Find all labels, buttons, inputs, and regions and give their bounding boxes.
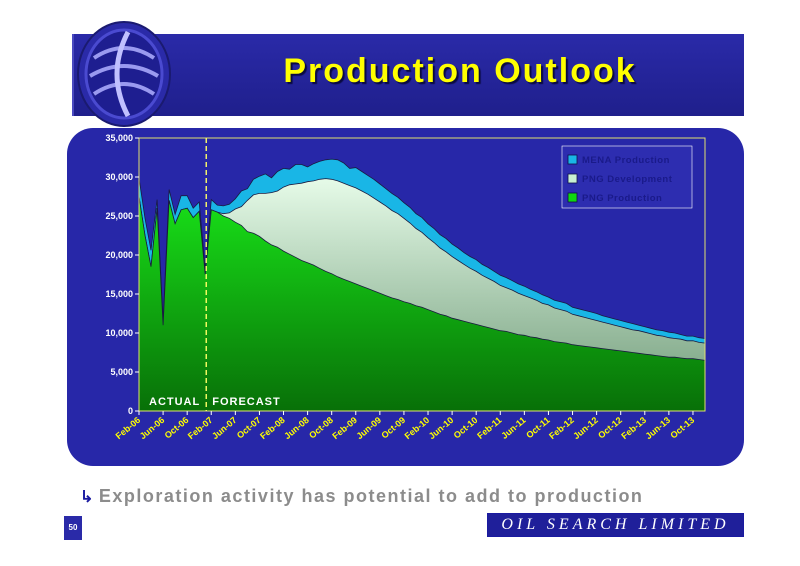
x-tick-label: Jun-12 — [571, 415, 600, 441]
x-tick-label: Oct-13 — [668, 415, 696, 441]
legend-box — [561, 145, 693, 209]
x-tick-label: Feb-06 — [114, 415, 143, 441]
y-tick-label: 5,000 — [110, 367, 133, 377]
x-tick-label: Jun-07 — [210, 415, 239, 441]
x-tick-label: Oct-08 — [307, 415, 335, 441]
x-tick-label: Jun-09 — [354, 415, 383, 441]
legend-swatch — [567, 173, 578, 184]
y-tick-label: 10,000 — [105, 328, 133, 338]
y-tick-label: 30,000 — [105, 172, 133, 182]
x-tick-label: Feb-07 — [186, 415, 215, 441]
x-tick-label: Feb-08 — [258, 415, 287, 441]
header-bar — [72, 34, 744, 116]
x-tick-label: Feb-12 — [547, 415, 576, 441]
footnote: ↳ Exploration activity has potential to a… — [80, 486, 643, 507]
x-tick-label: Oct-12 — [596, 415, 624, 441]
y-tick-label: 25,000 — [105, 211, 133, 221]
y-tick-label: 15,000 — [105, 289, 133, 299]
x-tick-label: Oct-09 — [379, 415, 407, 441]
page-number: 50 — [64, 516, 82, 540]
x-tick-label: Feb-10 — [403, 415, 432, 441]
brand-wordmark: OIL SEARCH LIMITED — [487, 513, 744, 537]
forecast-label: FORECAST — [212, 396, 281, 408]
oil-search-logo-icon — [77, 21, 171, 127]
production-chart: 0 5,000 10,000 15,000 20,000 25,000 30,000 35,0… — [105, 133, 706, 441]
legend-swatch — [567, 192, 578, 203]
y-tick-label: 0 — [128, 406, 133, 416]
x-tick-label: Jun-08 — [282, 415, 311, 441]
x-tick-label: Feb-09 — [330, 415, 359, 441]
x-tick-label: Jun-10 — [427, 415, 456, 441]
x-tick-label: Oct-11 — [524, 415, 552, 440]
x-tick-label: Jun-13 — [644, 415, 673, 441]
x-tick-label: Feb-11 — [475, 415, 503, 441]
slide-title: Production Outlook — [283, 52, 637, 90]
actual-label: ACTUAL — [149, 396, 200, 408]
footnote-text: Exploration activity has potential to ad… — [98, 486, 644, 506]
legend-swatch — [567, 154, 578, 165]
legend-label: MENA Production — [582, 155, 670, 166]
x-tick-label: Oct-07 — [235, 415, 263, 441]
x-tick-label: Jun-11 — [499, 415, 527, 441]
arrow-bullet-icon: ↳ — [80, 489, 95, 506]
y-tick-label: 35,000 — [105, 133, 133, 143]
legend-label: PNG Production — [582, 193, 662, 204]
x-tick-label: Oct-06 — [163, 415, 191, 441]
plot-frame — [138, 137, 706, 412]
area-png-production — [138, 196, 706, 412]
x-tick-label: Oct-10 — [452, 415, 480, 441]
legend-label: PNG Development — [582, 174, 673, 185]
x-tick-label: Feb-13 — [619, 415, 648, 441]
y-tick-label: 20,000 — [105, 250, 133, 260]
x-tick-label: Jun-06 — [138, 415, 167, 441]
